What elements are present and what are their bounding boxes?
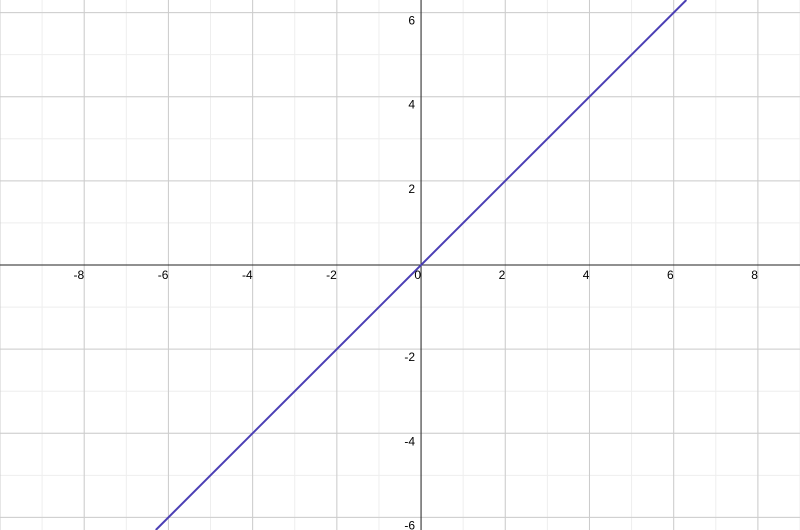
- x-tick-label: -2: [326, 268, 337, 282]
- y-tick-label: 2: [408, 182, 415, 196]
- x-tick-label: 8: [751, 268, 758, 282]
- x-tick-label: -6: [158, 268, 169, 282]
- line-chart: -10-8-6-4-202468-6-4-2246: [0, 0, 800, 530]
- x-tick-label: 6: [667, 268, 674, 282]
- chart-svg: -10-8-6-4-202468-6-4-2246: [0, 0, 800, 530]
- x-tick-label: 4: [583, 268, 590, 282]
- x-tick-label: -8: [74, 268, 85, 282]
- y-tick-label: 6: [408, 14, 415, 28]
- x-tick-label: 2: [499, 268, 506, 282]
- y-tick-label: -4: [404, 434, 415, 448]
- x-tick-label: 0: [414, 268, 421, 282]
- x-tick-label: -4: [242, 268, 253, 282]
- y-tick-label: -6: [404, 518, 415, 530]
- y-tick-label: 4: [408, 98, 415, 112]
- y-tick-label: -2: [404, 350, 415, 364]
